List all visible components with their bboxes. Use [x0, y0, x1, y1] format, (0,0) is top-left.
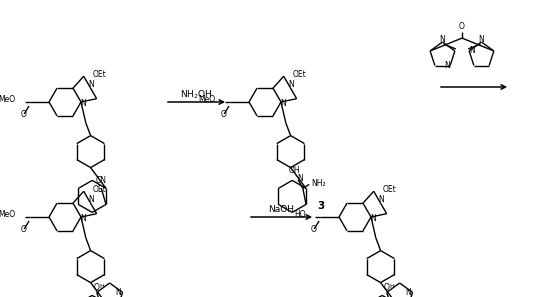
Text: OEt: OEt: [382, 185, 396, 194]
Text: N: N: [281, 99, 286, 108]
Text: MeO: MeO: [198, 95, 215, 104]
Text: MeO: MeO: [0, 210, 16, 219]
Text: MeO: MeO: [0, 95, 16, 104]
Text: N: N: [469, 47, 475, 56]
Text: N: N: [378, 195, 384, 204]
Text: 3: 3: [318, 201, 325, 211]
Text: OH: OH: [289, 166, 301, 175]
Text: OEt: OEt: [93, 70, 106, 79]
Text: O: O: [21, 110, 26, 119]
Text: O: O: [384, 283, 389, 292]
Text: HO: HO: [294, 210, 305, 219]
Text: N: N: [371, 214, 377, 223]
Text: NH₂: NH₂: [311, 179, 325, 188]
Text: N: N: [88, 80, 94, 89]
Text: N: N: [297, 174, 302, 183]
Text: H: H: [99, 284, 104, 289]
Text: O: O: [310, 225, 316, 234]
Text: O: O: [459, 22, 465, 31]
Text: N: N: [88, 195, 94, 204]
Text: N: N: [479, 34, 484, 43]
Text: OEt: OEt: [292, 70, 306, 79]
Text: OEt: OEt: [93, 185, 106, 194]
Text: N: N: [444, 61, 450, 70]
Text: H: H: [389, 284, 394, 289]
Text: O: O: [220, 110, 227, 119]
Text: NaOH: NaOH: [268, 206, 295, 214]
Text: N: N: [80, 99, 86, 108]
Text: N: N: [288, 80, 294, 89]
Text: CN: CN: [96, 176, 107, 185]
Text: N: N: [405, 288, 411, 297]
Text: N: N: [440, 34, 445, 43]
Text: N: N: [115, 288, 121, 297]
Text: O: O: [21, 225, 26, 234]
Text: NH$_2$OH: NH$_2$OH: [180, 89, 213, 101]
Text: N: N: [80, 214, 86, 223]
Text: O: O: [94, 283, 100, 292]
